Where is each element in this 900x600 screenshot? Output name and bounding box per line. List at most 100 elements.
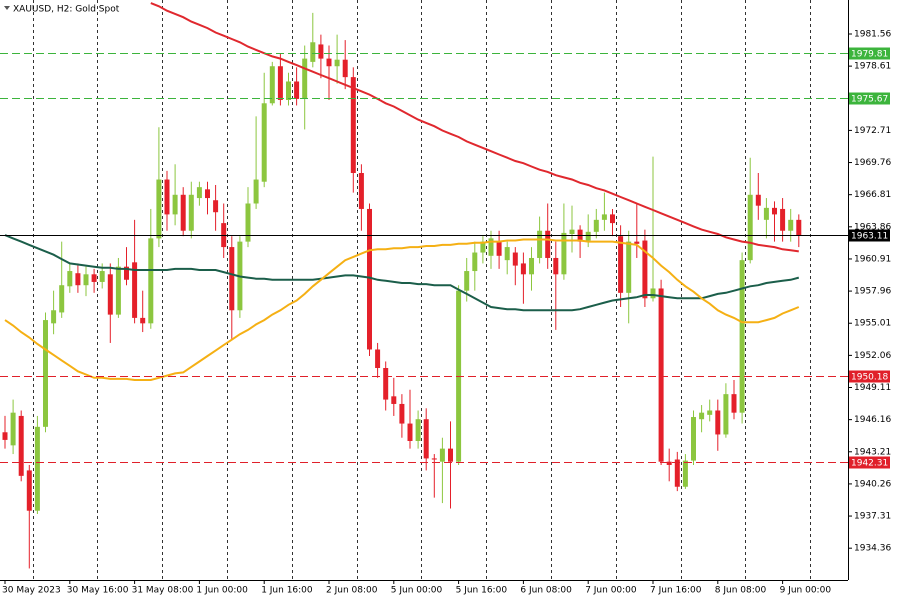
candle-body [707, 410, 713, 415]
candle-body [350, 77, 356, 173]
candle-body [156, 179, 162, 239]
candle-body [391, 396, 397, 404]
candle-body [788, 219, 794, 231]
candle-body [431, 458, 437, 460]
candle-body [520, 263, 526, 275]
y-tick-label: 1955.01 [854, 319, 891, 329]
candle-body [780, 208, 786, 231]
candle-body [772, 207, 777, 215]
candle-body [472, 252, 478, 272]
level-label-bg [849, 456, 890, 469]
y-tick-label: 1960.91 [854, 254, 891, 264]
candle-body [626, 241, 632, 293]
candle-body [172, 194, 178, 215]
grid [33, 0, 811, 580]
candle-body [480, 241, 486, 253]
x-tick-label: 8 Jun 08:00 [715, 586, 767, 596]
candle-body [59, 285, 65, 313]
candle-body [277, 66, 283, 101]
candle-body [205, 189, 210, 199]
level-label-bg [849, 370, 890, 383]
x-tick-label: 1 Jun 16:00 [261, 586, 313, 596]
y-tick-label: 1937.31 [854, 512, 891, 522]
x-tick-label: 9 Jun 00:00 [780, 586, 832, 596]
candle-body [666, 461, 672, 465]
candle-body [383, 368, 389, 400]
candle-body [107, 274, 113, 315]
candle-body [545, 230, 551, 258]
candle-body [731, 394, 737, 413]
candle-body [34, 426, 40, 511]
candle-body [83, 274, 89, 286]
candle-body [464, 271, 470, 291]
y-tick-label: 1957.96 [854, 287, 891, 297]
candle-body [407, 423, 413, 441]
line-series [4, 238, 800, 381]
y-tick-label: 1949.11 [854, 383, 891, 393]
y-tick-label: 1940.26 [854, 479, 891, 489]
candle-body [723, 394, 729, 435]
candle-body [755, 194, 761, 206]
candle-body [399, 403, 405, 424]
candle-body [739, 260, 745, 413]
candle-body [699, 412, 705, 420]
candle-body [18, 415, 24, 476]
candle-body [375, 349, 381, 369]
candle-body [310, 42, 316, 62]
candle-body [439, 448, 445, 462]
y-tick-label: 1972.71 [854, 126, 891, 136]
y-tick-label: 1978.61 [854, 62, 891, 72]
candle-body [796, 219, 802, 236]
x-tick-label: 30 May 2023 [2, 586, 61, 596]
y-tick-label: 1963.86 [854, 222, 891, 232]
candle-body [763, 207, 769, 220]
candle-body [601, 214, 607, 220]
level-label: 1979.81 [851, 50, 888, 60]
candle-body [553, 257, 559, 275]
candle-body [610, 214, 615, 224]
candle-body [148, 238, 154, 324]
candle-body [569, 229, 575, 235]
x-tick-label: 5 Jun 00:00 [391, 586, 443, 596]
candle-body [367, 208, 372, 350]
candle-body [67, 271, 73, 287]
candle-body [634, 241, 640, 244]
x-tick-label: 31 May 08:00 [132, 586, 194, 596]
candle-body [715, 410, 721, 435]
candle-body [488, 238, 494, 256]
candle-body [43, 320, 48, 427]
candle-body [10, 412, 16, 446]
line-series [4, 234, 800, 312]
x-tick-label: 7 Jun 16:00 [650, 586, 702, 596]
candle-body [585, 231, 591, 241]
level-label: 1942.31 [851, 459, 888, 469]
candle-body [164, 179, 170, 215]
candle-body [618, 236, 624, 293]
candle-body [642, 240, 648, 299]
candle-body [213, 200, 219, 213]
y-tick-label: 1943.21 [854, 447, 891, 457]
candle-body [448, 448, 453, 462]
candle-body [269, 66, 275, 104]
x-tick-label: 6 Jun 08:00 [520, 586, 572, 596]
candle-body [302, 58, 308, 99]
candle-body [504, 247, 510, 261]
candle-body [658, 288, 664, 462]
candle-body [286, 81, 291, 101]
candle-body [358, 172, 364, 209]
level-label: 1963.11 [851, 232, 888, 242]
x-tick-label: 2 Jun 08:00 [326, 586, 378, 596]
candle-body [261, 103, 267, 182]
candle-body [229, 247, 235, 311]
candle-body [593, 219, 599, 232]
candle-body [318, 44, 324, 59]
candle-body [674, 459, 680, 487]
candle-body [124, 266, 129, 280]
candle-body [188, 194, 194, 231]
candle-body [691, 417, 696, 461]
candle-body [115, 266, 121, 315]
level-label-bg [849, 47, 890, 60]
candle-body [196, 187, 202, 199]
candle-body [253, 179, 259, 204]
